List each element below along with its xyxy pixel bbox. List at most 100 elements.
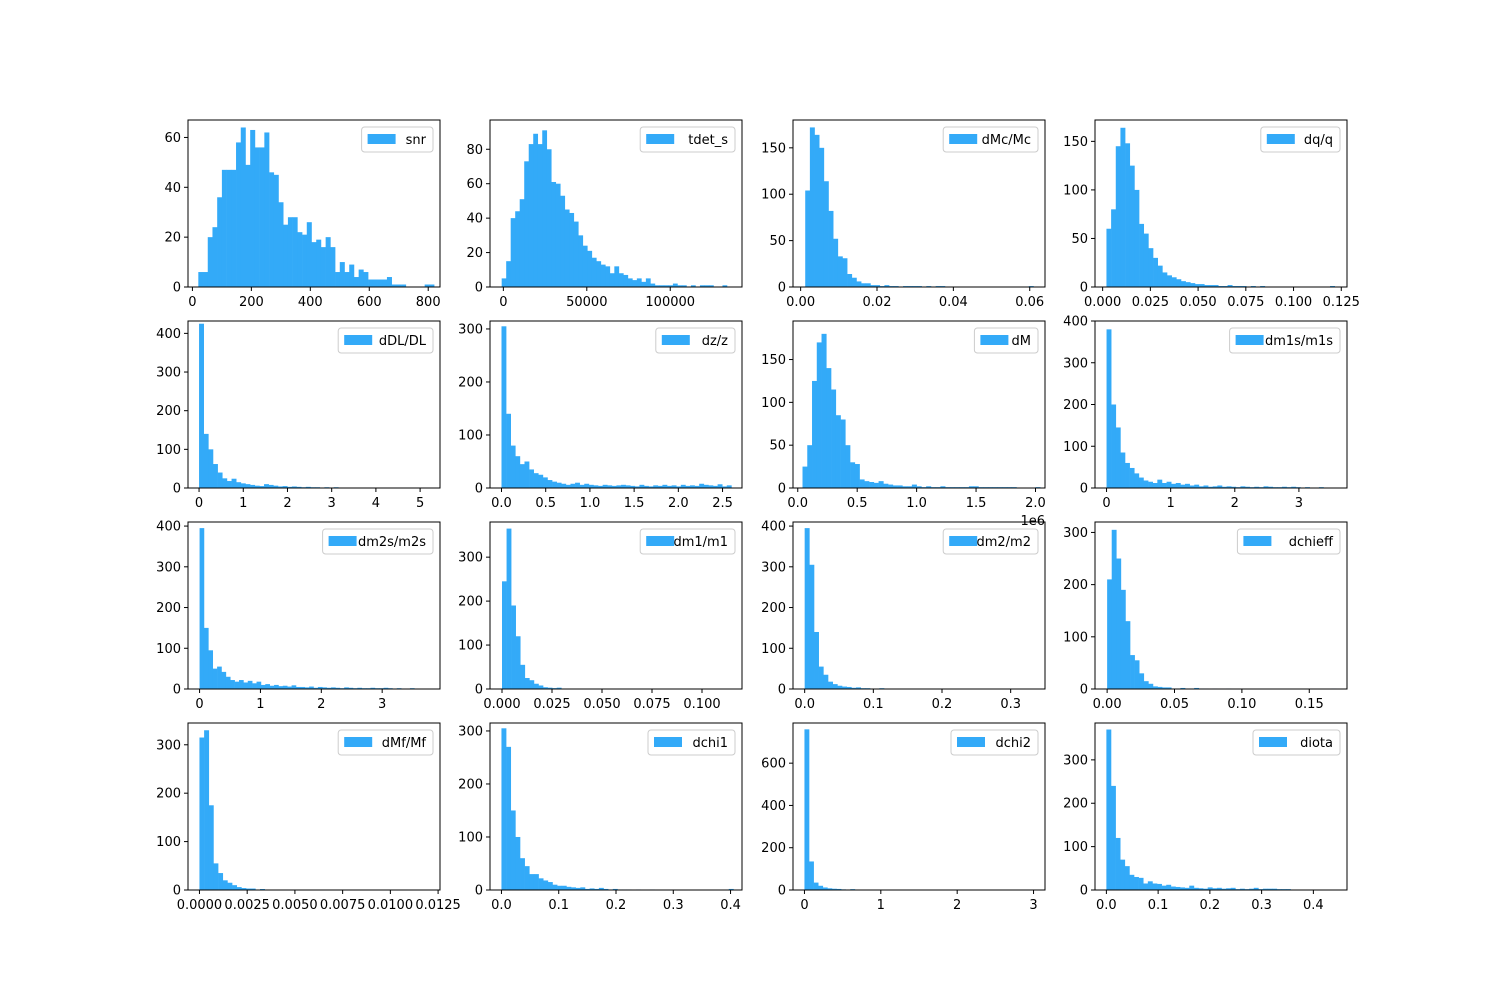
histogram-bar [804,729,810,890]
x-tick-label: 0.1 [548,898,569,913]
histogram-bar [846,686,852,689]
legend-swatch [949,134,978,144]
y-tick-label: 300 [156,560,181,575]
histogram-bar [926,486,932,488]
histogram-bar [968,486,974,488]
histogram-bar [1115,146,1121,287]
histogram-bar [1203,485,1209,488]
axes-frame [489,521,743,690]
x-tick-label: 2 [1231,496,1239,511]
y-tick-label: 0 [1080,482,1088,497]
x-tick-label: 0.0050 [272,898,318,913]
histogram-bar [1152,883,1158,890]
histogram-bar [217,472,223,488]
legend: dDL/DL [337,327,434,354]
x-tick-label: 0 [499,295,507,310]
y-tick-label: 50 [769,234,786,249]
y-tick-label: 0 [1080,683,1088,698]
histogram-bar [1110,785,1116,890]
histogram-bar [247,680,253,689]
histogram-bar [1157,265,1163,287]
histogram-bar [528,144,534,287]
histogram-bar [300,686,306,689]
histogram-bar [630,485,636,488]
histogram-bar [260,684,266,689]
x-tick-label: 0 [800,898,808,913]
histogram-bar [907,486,913,488]
histogram-bar [386,277,392,287]
histogram-bar [1166,481,1172,488]
histogram-bar [594,888,600,890]
histogram-bar [295,686,301,689]
histogram-bar [1139,223,1145,287]
histogram-bar [1263,486,1269,488]
histogram-bar [639,484,645,488]
histogram-bar [892,485,898,488]
histogram-bar [856,281,862,287]
x-tick-label: 0.1 [1148,898,1169,913]
y-tick-label: 150 [761,353,786,368]
histogram-bar [264,132,270,287]
x-tick-label: 0.0125 [415,898,461,913]
y-tick-label: 300 [1063,753,1088,768]
histogram-bar [331,687,336,689]
histogram-bar [680,484,686,488]
histogram-bar [809,861,814,890]
histogram-bar [254,485,260,488]
legend-swatch [344,335,373,345]
histogram-bar [1268,486,1274,488]
histogram-bar [511,605,516,689]
histogram-bar [607,485,613,488]
histogram-bar [1194,687,1200,689]
histogram-bar [269,685,275,689]
y-tick-label: 100 [761,642,786,657]
y-tick-label: 0 [475,281,483,296]
histogram-bar [552,481,557,488]
x-tick-label: 0.100 [1275,295,1312,310]
legend-label: dm2/m2 [976,535,1031,550]
axes-frame [792,320,1046,489]
histogram-bar [1138,477,1144,488]
x-tick-label: 50000 [566,295,607,310]
histogram-bar [529,469,534,488]
histogram-bar [713,485,718,488]
histogram-bar [840,419,846,488]
histogram-bar [203,433,209,488]
histogram-bar [348,687,354,689]
histogram-bar [1194,484,1200,488]
histogram-bar [277,486,283,488]
histogram-bar [506,528,512,689]
histogram-bar [804,528,810,689]
legend-label: dchi2 [995,736,1031,751]
histogram-bar [547,687,553,689]
legend: dchi1 [647,729,736,756]
histogram-bar [1198,486,1204,488]
histogram-bar [600,264,606,287]
axes-frame [187,119,441,288]
histogram-bar [383,687,389,689]
histogram-bar [584,888,590,890]
histogram-bar [869,482,875,488]
histogram-bar [703,484,709,488]
histogram-bar [542,130,548,287]
histogram-bar [1221,486,1227,488]
legend-label: dDL/DL [379,334,427,349]
histogram-bar [818,666,824,689]
histogram-bar [296,486,302,488]
x-tick-label: 1.5 [624,496,645,511]
histogram-bar [232,885,238,890]
histogram-bar [199,528,205,689]
histogram-bar [515,836,521,890]
histogram-bar [529,680,535,689]
histogram-bar [287,486,293,488]
histogram-bar [226,169,232,287]
histogram-bar [593,485,599,488]
y-tick-label: 80 [466,143,483,158]
legend-box [1260,126,1341,153]
plot-13: 0.0000 0.0025 0.0050 0.0075 0.0100 0.0125 0 100… [156,722,461,913]
histogram-bar [278,202,284,287]
histogram-bar [510,810,516,890]
histogram-bar [524,161,530,287]
y-tick-label: 0 [778,683,786,698]
x-tick-label: 0.0 [787,496,808,511]
